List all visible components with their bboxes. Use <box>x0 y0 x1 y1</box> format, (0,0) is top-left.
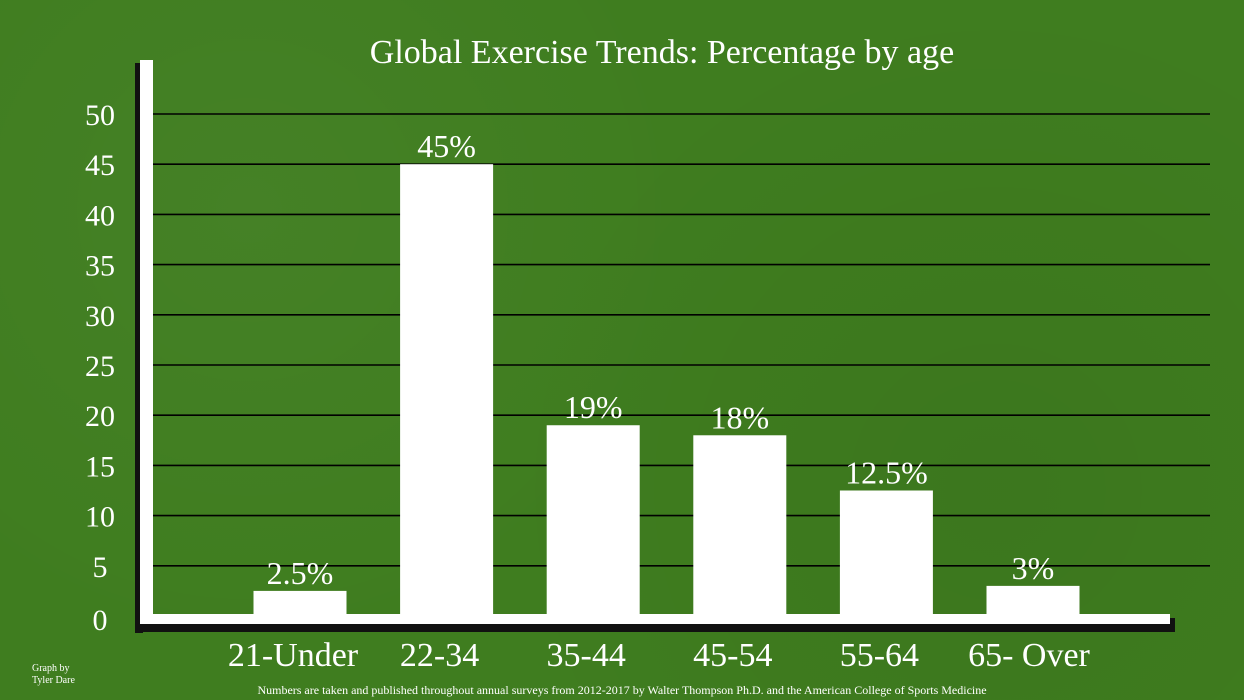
bar-55-64 <box>839 490 933 616</box>
y-tick-35: 35 <box>85 250 115 283</box>
source-note: Numbers are taken and published througho… <box>257 683 987 697</box>
data-label-21-Under: 2.5% <box>267 555 334 591</box>
x-tick-65- Over: 65- Over <box>968 637 1090 674</box>
data-label-55-64: 12.5% <box>845 455 928 491</box>
y-tick-0: 0 <box>93 604 108 637</box>
y-tick-20: 20 <box>85 400 115 433</box>
credit-line-1: Graph by <box>32 663 70 674</box>
x-tick-22-34: 22-34 <box>400 637 479 674</box>
x-axis-line <box>140 614 1170 624</box>
chart-title: Global Exercise Trends: Percentage by ag… <box>370 34 954 71</box>
bars <box>253 164 1080 616</box>
x-tick-55-64: 55-64 <box>840 637 919 674</box>
x-tick-labels: 21-Under 22-34 35-44 45-54 55-64 65- Over <box>228 637 1091 674</box>
axes <box>135 60 1175 633</box>
bar-65- Over <box>986 585 1080 616</box>
x-tick-45-54: 45-54 <box>693 637 772 674</box>
y-tick-labels: 0 5 10 15 20 25 30 35 40 45 50 <box>85 99 115 637</box>
credit: Graph by Tyler Dare <box>32 663 75 687</box>
y-tick-30: 30 <box>85 300 115 333</box>
y-axis-line <box>140 60 153 623</box>
bar-45-54 <box>693 435 787 616</box>
x-tick-21-Under: 21-Under <box>228 637 359 674</box>
data-label-35-44: 19% <box>564 389 623 425</box>
y-tick-40: 40 <box>85 199 115 232</box>
y-tick-15: 15 <box>85 450 115 483</box>
data-labels: 2.5% 45% 19% 18% 12.5% 3% <box>267 128 1055 591</box>
bar-35-44 <box>546 425 640 616</box>
y-tick-50: 50 <box>85 99 115 132</box>
x-tick-35-44: 35-44 <box>547 637 626 674</box>
y-tick-45: 45 <box>85 149 115 182</box>
bar-22-34 <box>400 164 494 616</box>
data-label-45-54: 18% <box>710 399 769 435</box>
bar-21-Under <box>253 590 347 616</box>
credit-line-2: Tyler Dare <box>32 675 75 686</box>
y-tick-10: 10 <box>85 501 115 534</box>
y-axis-shadow <box>135 63 143 633</box>
gridlines <box>150 113 1210 567</box>
y-tick-5: 5 <box>93 551 108 584</box>
data-label-22-34: 45% <box>417 128 476 164</box>
y-tick-25: 25 <box>85 350 115 383</box>
data-label-65- Over: 3% <box>1012 550 1055 586</box>
